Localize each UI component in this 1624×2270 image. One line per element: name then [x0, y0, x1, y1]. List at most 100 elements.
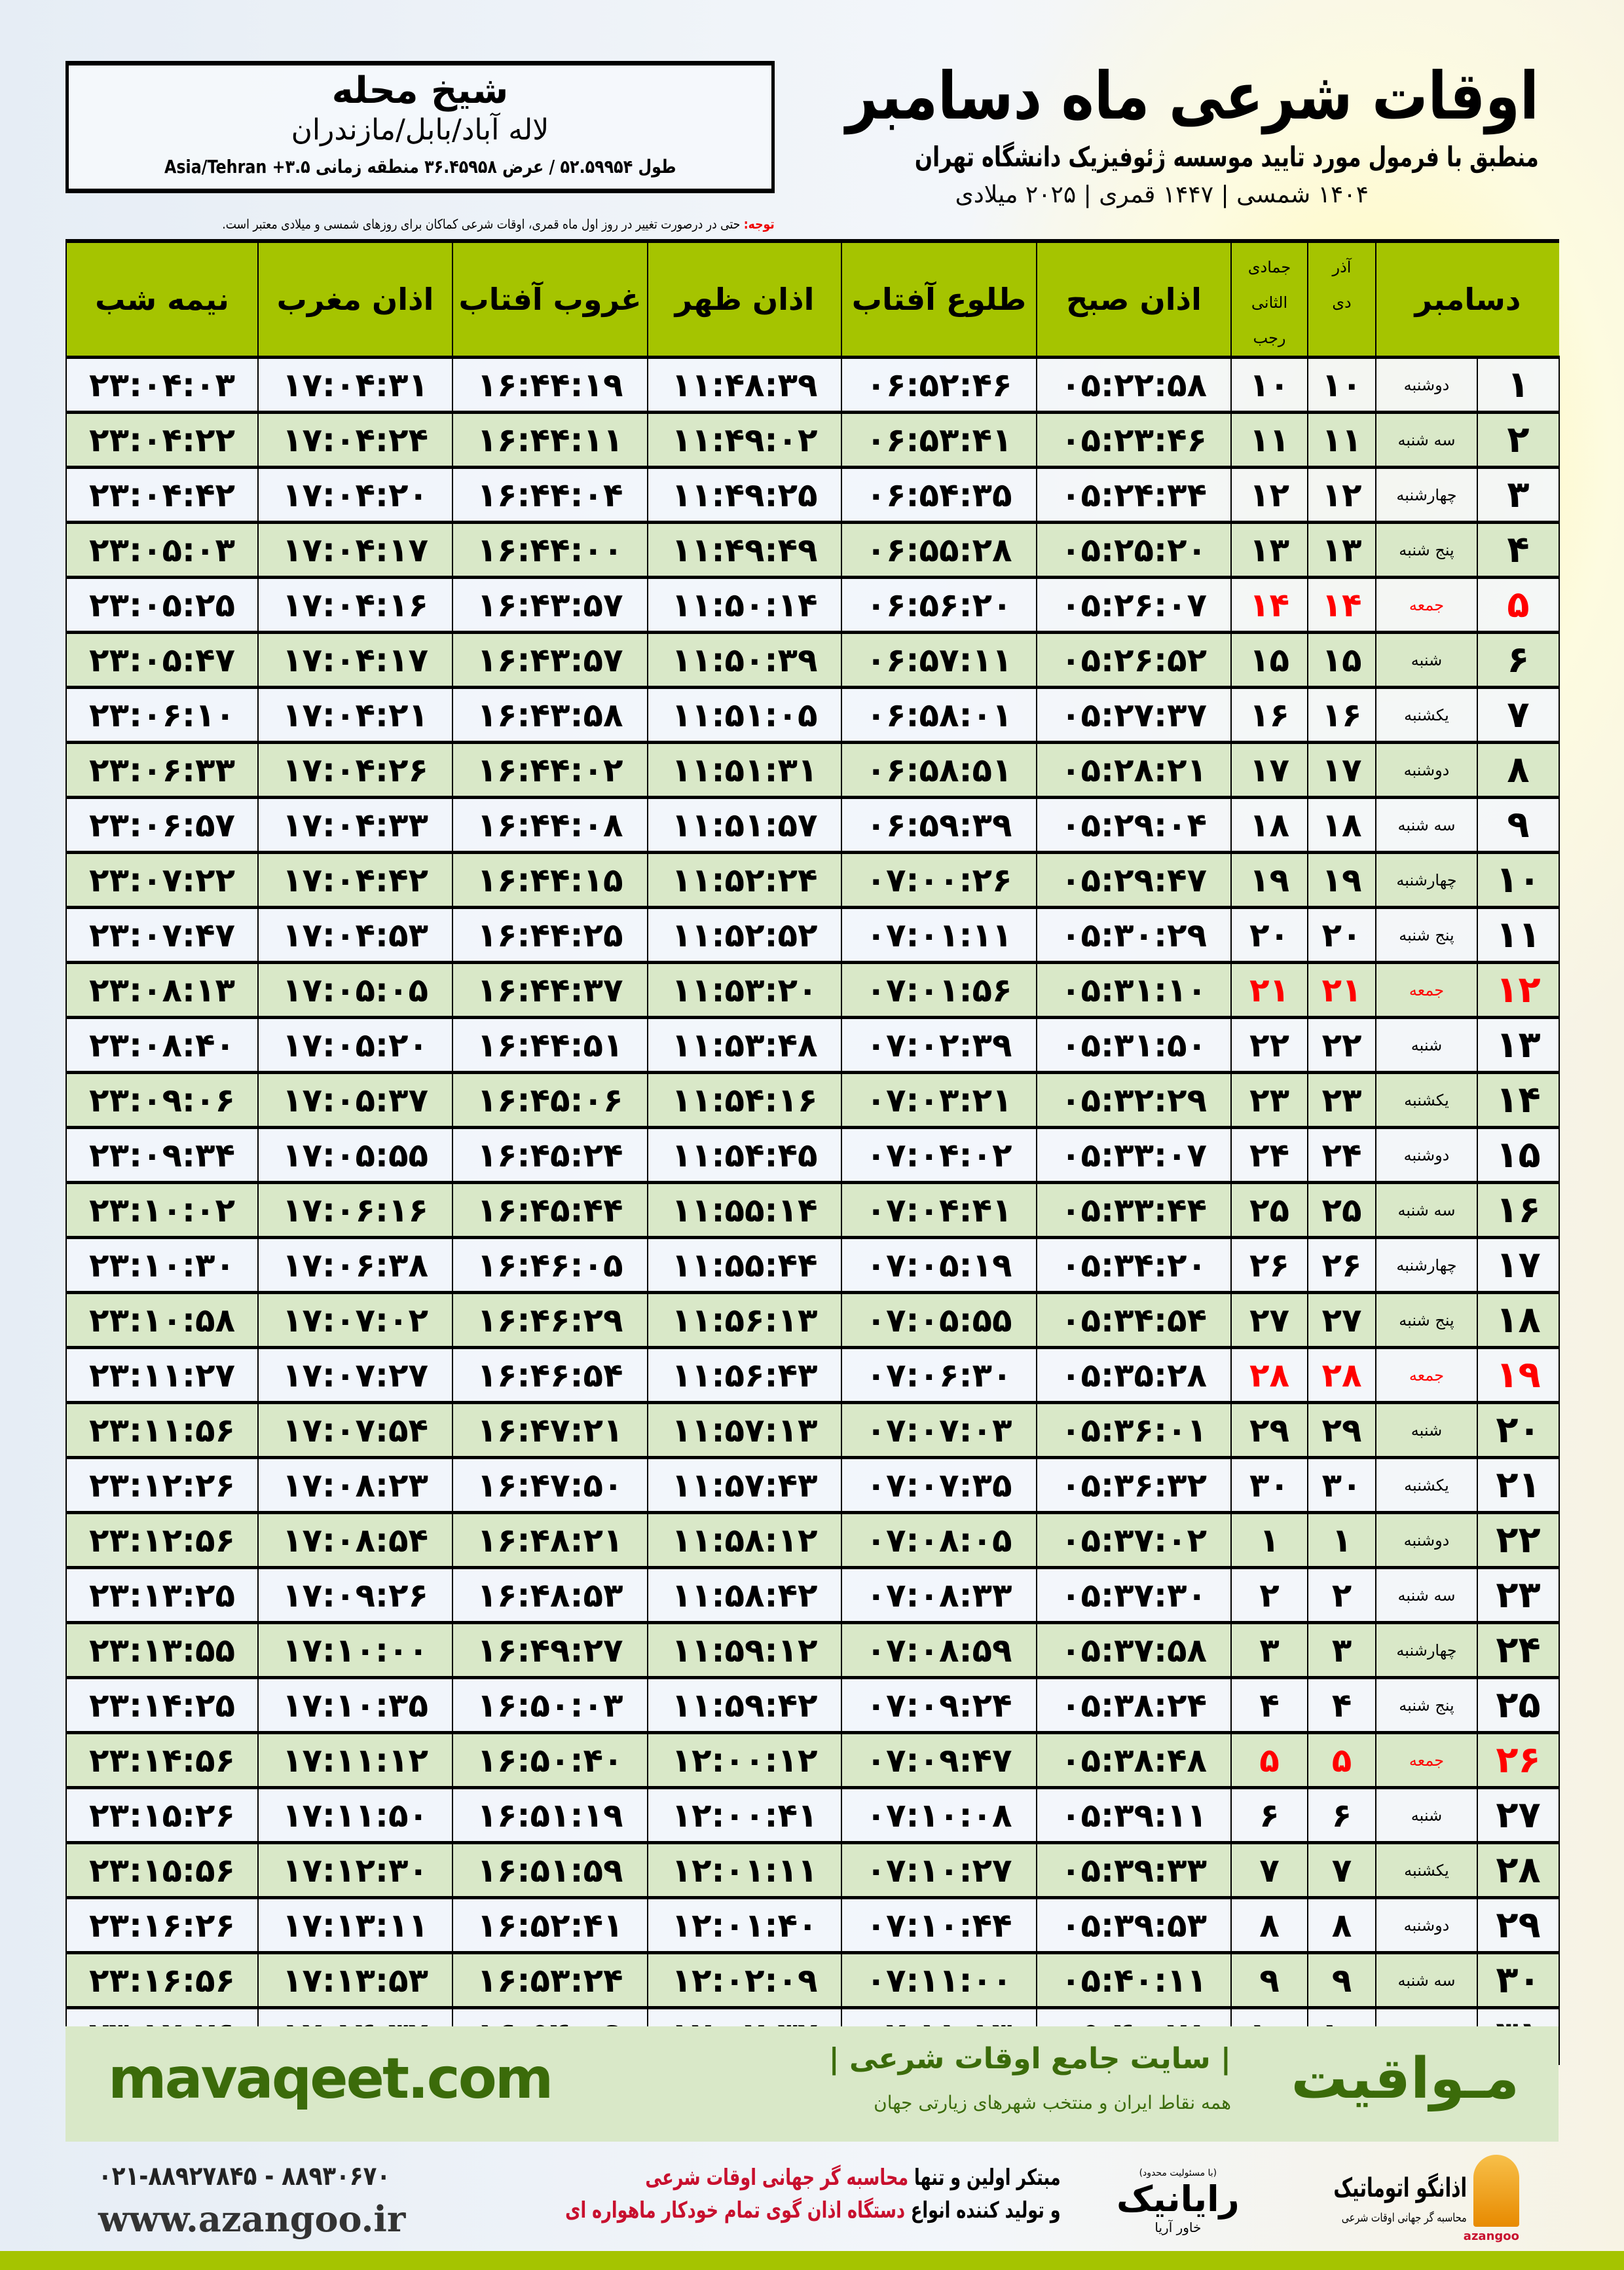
col-midnight: نیمه شب	[65, 239, 258, 358]
cell-dhuhr: ۱۱:۵۵:۴۴	[647, 1236, 842, 1293]
cell-maghrib: ۱۷:۰۴:۳۱	[257, 356, 453, 413]
cell-dey: ۱۱	[1307, 411, 1376, 468]
cell-day: ۲۰	[1477, 1401, 1560, 1459]
cell-dey: ۲۰	[1307, 906, 1376, 963]
table-row: ۲۸ یکشنبه ۷ ۷ ۰۵:۳۹:۳۳ ۰۷:۱۰:۲۷ ۱۲:۰۱:۱۱ ۱۶:۵۱:…	[65, 1841, 1560, 1899]
mavaqeet-banner: مـواقیت | سایت جامع اوقات شرعی | همه نقا…	[65, 2026, 1559, 2142]
cell-fajr: ۰۵:۳۷:۳۰	[1036, 1566, 1232, 1624]
minaret-icon	[1473, 2155, 1519, 2227]
cell-fajr: ۰۵:۴۰:۱۱	[1036, 1951, 1232, 2009]
cell-maghrib: ۱۷:۰۵:۵۵	[257, 1126, 453, 1183]
cell-weekday: جمعه	[1375, 1731, 1478, 1789]
cell-rajab: ۲۴	[1230, 1126, 1308, 1183]
cell-rajab: ۳۰	[1230, 1456, 1308, 1514]
table-row: ۱ دوشنبه ۱۰ ۱۰ ۰۵:۲۲:۵۸ ۰۶:۵۲:۴۶ ۱۱:۴۸:۳۹ ۱۶:۴۴…	[65, 356, 1560, 413]
mavaqeet-logo: مـواقیت	[1291, 2046, 1520, 2112]
cell-dey: ۱۷	[1307, 741, 1376, 798]
cell-sunrise: ۰۶:۵۵:۲۸	[841, 521, 1037, 578]
page-title: اوقات شرعی ماه دسامبر	[845, 58, 1539, 134]
cell-maghrib: ۱۷:۰۷:۰۲	[257, 1291, 453, 1349]
cell-midnight: ۲۳:۰۷:۴۷	[65, 906, 259, 963]
location-coords-line: طول ۵۲.۵۹۹۵۴ / عرض ۳۶.۴۵۹۵۸ منطقه زمانی …	[69, 156, 771, 177]
table-row: ۱۸ پنج شنبه ۲۷ ۲۷ ۰۵:۳۴:۵۴ ۰۷:۰۵:۵۵ ۱۱:۵۶:۱۳ ۱۶…	[65, 1291, 1560, 1349]
col-day: دسامبر	[1375, 239, 1559, 358]
cell-sunrise: ۰۶:۵۴:۳۵	[841, 466, 1037, 523]
cell-dey: ۲۹	[1307, 1401, 1376, 1459]
cell-dhuhr: ۱۱:۵۱:۵۷	[647, 796, 842, 853]
cell-sunrise: ۰۷:۱۰:۰۸	[841, 1786, 1037, 1844]
cell-rajab: ۵	[1230, 1731, 1308, 1789]
cell-midnight: ۲۳:۰۴:۰۳	[65, 356, 259, 413]
cell-sunrise: ۰۷:۰۹:۴۷	[841, 1731, 1037, 1789]
cell-dey: ۱۲	[1307, 466, 1376, 523]
cell-maghrib: ۱۷:۰۴:۱۷	[257, 521, 453, 578]
col-rajab: جمادی الثانی رجب	[1230, 239, 1308, 358]
cell-dhuhr: ۱۱:۵۰:۳۹	[647, 631, 842, 688]
cell-fajr: ۰۵:۳۸:۴۸	[1036, 1731, 1232, 1789]
cell-dhuhr: ۱۱:۵۶:۴۳	[647, 1346, 842, 1404]
table-row: ۱۰ چهارشنبه ۱۹ ۱۹ ۰۵:۲۹:۴۷ ۰۷:۰۰:۲۶ ۱۱:۵۲:۲۴ ۱۶…	[65, 851, 1560, 908]
cell-midnight: ۲۳:۱۵:۵۶	[65, 1841, 259, 1899]
cell-rajab: ۲۱	[1230, 961, 1308, 1018]
cell-sunrise: ۰۷:۰۸:۵۹	[841, 1621, 1037, 1679]
cell-weekday: پنج شنبه	[1375, 521, 1478, 578]
cell-sunset: ۱۶:۵۱:۱۹	[452, 1786, 648, 1844]
cell-weekday: سه شنبه	[1375, 411, 1478, 468]
azangoo-site-link[interactable]: www.azangoo.ir	[98, 2198, 406, 2240]
cell-sunrise: ۰۶:۵۸:۰۱	[841, 686, 1037, 743]
cell-sunrise: ۰۶:۵۶:۲۰	[841, 576, 1037, 633]
cell-midnight: ۲۳:۱۴:۵۶	[65, 1731, 259, 1789]
page-subtitle-line: منطبق با فرمول مورد تایید موسسه ژئوفیزیک…	[805, 139, 1539, 176]
cell-rajab: ۱۱	[1230, 411, 1308, 468]
cell-sunrise: ۰۷:۰۷:۰۳	[841, 1401, 1037, 1459]
cell-maghrib: ۱۷:۰۸:۲۳	[257, 1456, 453, 1514]
cell-sunrise: ۰۷:۰۹:۲۴	[841, 1676, 1037, 1734]
cell-sunset: ۱۶:۵۰:۴۰	[452, 1731, 648, 1789]
cell-midnight: ۲۳:۰۶:۵۷	[65, 796, 259, 853]
cell-dhuhr: ۱۱:۵۷:۴۳	[647, 1456, 842, 1514]
cell-day: ۲۵	[1477, 1676, 1560, 1734]
cell-day: ۱۷	[1477, 1236, 1560, 1293]
cell-day: ۲۹	[1477, 1896, 1560, 1954]
cell-dey: ۱۸	[1307, 796, 1376, 853]
col-rajab-top: جمادی الثانی	[1247, 258, 1291, 312]
table-row: ۲۳ سه شنبه ۲ ۲ ۰۵:۳۷:۳۰ ۰۷:۰۸:۳۳ ۱۱:۵۸:۴۲ ۱۶:۴۸…	[65, 1566, 1560, 1624]
rayanik-sub: خاور آریا	[1154, 2220, 1202, 2235]
cell-midnight: ۲۳:۰۴:۴۲	[65, 466, 259, 523]
col-maghrib: اذان مغرب	[257, 239, 452, 358]
cell-midnight: ۲۳:۰۶:۳۳	[65, 741, 259, 798]
cell-dey: ۱۵	[1307, 631, 1376, 688]
cell-fajr: ۰۵:۳۹:۳۳	[1036, 1841, 1232, 1899]
cell-rajab: ۲۶	[1230, 1236, 1308, 1293]
promo-line2a: و تولید کننده انواع	[905, 2197, 1061, 2223]
cell-dey: ۳۰	[1307, 1456, 1376, 1514]
cell-day: ۱۸	[1477, 1291, 1560, 1349]
table-row: ۷ یکشنبه ۱۶ ۱۶ ۰۵:۲۷:۳۷ ۰۶:۵۸:۰۱ ۱۱:۵۱:۰۵ ۱۶:۴۳…	[65, 686, 1560, 743]
cell-midnight: ۲۳:۰۵:۲۵	[65, 576, 259, 633]
cell-weekday: دوشنبه	[1375, 1126, 1478, 1183]
cell-day: ۲۲	[1477, 1511, 1560, 1569]
cell-midnight: ۲۳:۱۳:۵۵	[65, 1621, 259, 1679]
cell-sunset: ۱۶:۵۲:۴۱	[452, 1896, 648, 1954]
table-row: ۱۴ یکشنبه ۲۳ ۲۳ ۰۵:۳۲:۲۹ ۰۷:۰۳:۲۱ ۱۱:۵۴:۱۶ ۱۶:۴…	[65, 1071, 1560, 1128]
year-dates: ۱۴۰۴ شمسی | ۱۴۴۷ قمری | ۲۰۲۵ میلادی	[955, 181, 1369, 208]
cell-dhuhr: ۱۱:۵۳:۴۸	[647, 1016, 842, 1073]
cell-day: ۱۹	[1477, 1346, 1560, 1404]
cell-rajab: ۱۰	[1230, 356, 1308, 413]
cell-sunset: ۱۶:۴۴:۰۴	[452, 466, 648, 523]
cell-rajab: ۳	[1230, 1621, 1308, 1679]
cell-fajr: ۰۵:۳۷:۵۸	[1036, 1621, 1232, 1679]
cell-maghrib: ۱۷:۰۴:۲۰	[257, 466, 453, 523]
cell-weekday: دوشنبه	[1375, 1896, 1478, 1954]
cell-dey: ۴	[1307, 1676, 1376, 1734]
cell-dhuhr: ۱۱:۵۷:۱۳	[647, 1401, 842, 1459]
cell-maghrib: ۱۷:۱۱:۱۲	[257, 1731, 453, 1789]
cell-midnight: ۲۳:۱۶:۲۶	[65, 1896, 259, 1954]
cell-rajab: ۱۷	[1230, 741, 1308, 798]
cell-fajr: ۰۵:۳۴:۲۰	[1036, 1236, 1232, 1293]
cell-maghrib: ۱۷:۰۶:۱۶	[257, 1181, 453, 1238]
table-row: ۸ دوشنبه ۱۷ ۱۷ ۰۵:۲۸:۲۱ ۰۶:۵۸:۵۱ ۱۱:۵۱:۳۱ ۱۶:۴۴…	[65, 741, 1560, 798]
mavaqeet-site-link[interactable]: mavaqeet.com	[108, 2046, 553, 2112]
cell-sunset: ۱۶:۴۴:۳۷	[452, 961, 648, 1018]
cell-sunrise: ۰۷:۰۲:۳۹	[841, 1016, 1037, 1073]
